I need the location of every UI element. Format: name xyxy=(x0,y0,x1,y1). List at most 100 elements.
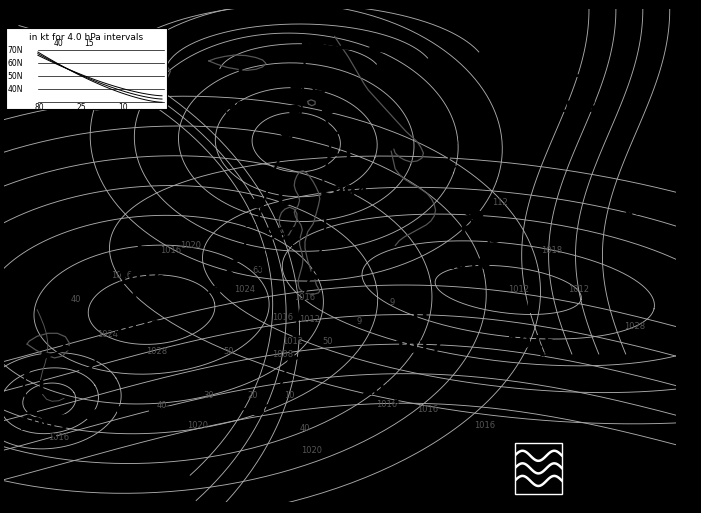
Text: 1016: 1016 xyxy=(417,405,438,413)
Text: L: L xyxy=(236,64,249,83)
Text: 30: 30 xyxy=(203,391,214,400)
Polygon shape xyxy=(322,191,332,199)
Text: H: H xyxy=(130,283,147,302)
Text: 80: 80 xyxy=(34,103,44,112)
Polygon shape xyxy=(317,253,327,260)
Polygon shape xyxy=(311,40,324,45)
Text: 1003: 1003 xyxy=(19,416,69,433)
Text: 1018: 1018 xyxy=(547,98,597,116)
Text: 1012: 1012 xyxy=(299,315,320,324)
Text: metoffice.gov: metoffice.gov xyxy=(566,473,619,483)
Polygon shape xyxy=(273,394,285,401)
Circle shape xyxy=(117,406,129,415)
Text: 1008: 1008 xyxy=(272,350,293,360)
Text: 992: 992 xyxy=(264,226,301,244)
Text: 1012: 1012 xyxy=(569,285,590,294)
Text: L: L xyxy=(526,298,538,317)
Text: 50: 50 xyxy=(322,337,333,346)
Text: 20: 20 xyxy=(247,391,258,400)
Circle shape xyxy=(268,151,280,160)
Polygon shape xyxy=(297,313,308,320)
Circle shape xyxy=(238,253,247,260)
Text: L: L xyxy=(277,190,289,209)
Text: 1018: 1018 xyxy=(541,246,562,255)
Polygon shape xyxy=(322,110,333,116)
Text: 1024: 1024 xyxy=(97,330,118,339)
Polygon shape xyxy=(15,388,25,396)
Polygon shape xyxy=(282,374,292,381)
Text: 994: 994 xyxy=(332,184,369,202)
Circle shape xyxy=(289,105,300,114)
Text: 1012: 1012 xyxy=(283,337,304,346)
Polygon shape xyxy=(60,345,73,350)
Text: L: L xyxy=(243,212,255,231)
Text: 25: 25 xyxy=(76,103,86,112)
Circle shape xyxy=(471,211,482,220)
Circle shape xyxy=(183,408,195,417)
Text: L: L xyxy=(566,62,578,81)
Polygon shape xyxy=(303,293,313,300)
Text: L: L xyxy=(38,379,50,398)
Text: 60N: 60N xyxy=(7,59,22,68)
Circle shape xyxy=(290,81,302,90)
Polygon shape xyxy=(304,71,314,78)
Text: 10: 10 xyxy=(285,391,294,400)
Circle shape xyxy=(52,416,64,424)
Text: 1012: 1012 xyxy=(508,285,529,294)
Text: 1020: 1020 xyxy=(301,445,322,455)
Circle shape xyxy=(217,409,229,418)
Text: 40: 40 xyxy=(300,424,311,433)
Polygon shape xyxy=(445,162,456,168)
Polygon shape xyxy=(20,369,31,375)
Circle shape xyxy=(478,259,490,267)
Circle shape xyxy=(212,288,220,294)
Polygon shape xyxy=(88,349,100,355)
Text: 1016: 1016 xyxy=(160,246,181,255)
Text: H: H xyxy=(411,303,428,322)
Polygon shape xyxy=(289,354,299,361)
Text: 60: 60 xyxy=(252,266,263,275)
Polygon shape xyxy=(27,408,39,414)
Text: 1020: 1020 xyxy=(180,241,201,250)
Text: 9: 9 xyxy=(356,318,362,326)
Text: 1016: 1016 xyxy=(48,433,69,442)
Text: H: H xyxy=(460,219,476,238)
Polygon shape xyxy=(313,90,325,97)
Circle shape xyxy=(149,406,161,415)
Text: 1016: 1016 xyxy=(272,312,293,322)
Text: 40: 40 xyxy=(71,295,81,304)
Polygon shape xyxy=(367,45,379,51)
Text: in kt for 4.0 hPa intervals: in kt for 4.0 hPa intervals xyxy=(29,32,143,42)
Text: 112: 112 xyxy=(492,198,508,207)
Text: 984: 984 xyxy=(224,101,261,119)
Polygon shape xyxy=(308,273,320,280)
Text: L: L xyxy=(135,234,148,253)
Text: 1017: 1017 xyxy=(395,339,444,357)
Polygon shape xyxy=(292,333,303,341)
Circle shape xyxy=(281,128,292,136)
Text: 1015: 1015 xyxy=(507,334,557,352)
Polygon shape xyxy=(247,234,257,240)
Text: 15: 15 xyxy=(85,40,94,48)
Text: 1020: 1020 xyxy=(187,421,207,430)
Text: 1028: 1028 xyxy=(624,322,646,331)
Polygon shape xyxy=(339,44,351,49)
Circle shape xyxy=(489,234,501,242)
Text: 1016: 1016 xyxy=(111,271,132,280)
Text: 70N: 70N xyxy=(7,46,22,55)
Text: 1016: 1016 xyxy=(474,421,495,430)
Text: 40N: 40N xyxy=(7,85,22,94)
Text: 40: 40 xyxy=(54,40,64,48)
Polygon shape xyxy=(79,368,92,373)
Text: L: L xyxy=(344,148,356,167)
Text: 1030: 1030 xyxy=(113,320,163,338)
Polygon shape xyxy=(305,50,315,57)
Polygon shape xyxy=(329,130,339,137)
Text: L: L xyxy=(465,94,477,113)
Text: 985: 985 xyxy=(231,248,268,266)
Circle shape xyxy=(258,175,270,184)
Text: 1024: 1024 xyxy=(234,285,255,294)
Text: 1009: 1009 xyxy=(447,130,496,148)
Polygon shape xyxy=(324,212,334,219)
Circle shape xyxy=(251,199,263,208)
